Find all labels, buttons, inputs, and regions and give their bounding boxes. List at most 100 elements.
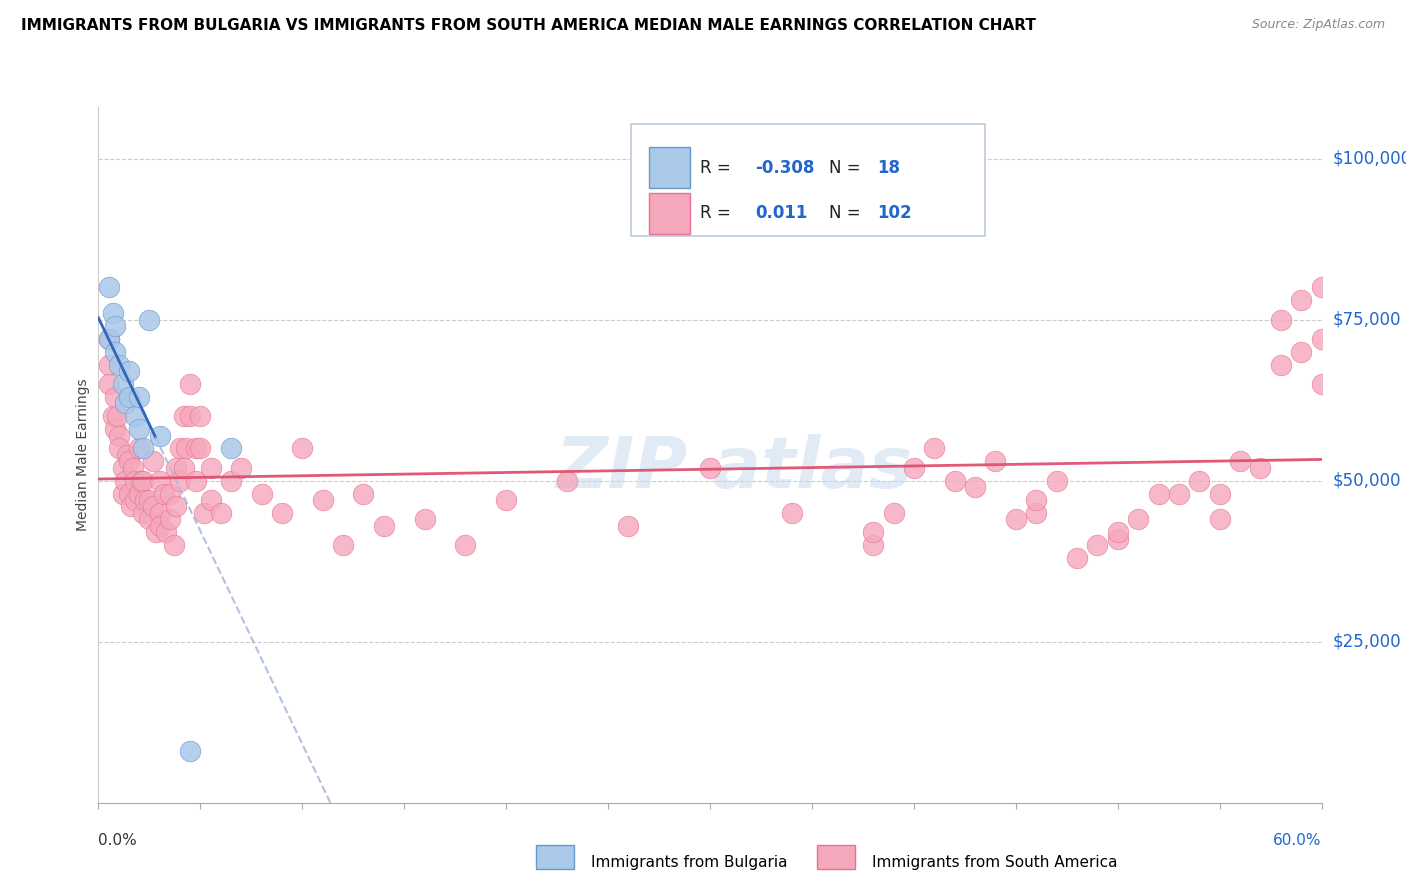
Point xyxy=(108,428,131,442)
Point xyxy=(1107,525,1129,540)
Text: Source: ZipAtlas.com: Source: ZipAtlas.com xyxy=(1251,18,1385,31)
Point xyxy=(124,493,146,508)
Point xyxy=(555,474,579,488)
Text: R =: R = xyxy=(700,159,737,177)
Point xyxy=(1025,506,1047,520)
Point xyxy=(108,442,131,456)
Point xyxy=(179,377,201,392)
Point xyxy=(617,518,640,533)
Point xyxy=(943,474,966,488)
Point xyxy=(250,486,273,500)
Point xyxy=(134,493,156,508)
Point xyxy=(1209,486,1232,500)
Point xyxy=(174,442,197,456)
Point xyxy=(132,442,155,456)
Text: N =: N = xyxy=(828,159,866,177)
Point xyxy=(179,744,201,758)
Point xyxy=(965,480,987,494)
Point xyxy=(200,460,222,475)
Point xyxy=(1188,474,1211,488)
Point xyxy=(1025,493,1047,508)
Text: N =: N = xyxy=(828,204,866,222)
Text: $25,000: $25,000 xyxy=(1333,632,1402,651)
Point xyxy=(1128,512,1150,526)
Point xyxy=(97,280,120,294)
Point xyxy=(1310,280,1333,294)
Point xyxy=(1167,486,1189,500)
Point xyxy=(97,332,120,346)
Point xyxy=(173,409,195,424)
FancyBboxPatch shape xyxy=(630,124,986,235)
Point xyxy=(1249,460,1271,475)
Text: ZIP atlas: ZIP atlas xyxy=(555,434,912,503)
Point xyxy=(149,428,172,442)
Point xyxy=(114,396,136,410)
Text: Immigrants from Bulgaria: Immigrants from Bulgaria xyxy=(591,855,787,870)
Text: 60.0%: 60.0% xyxy=(1274,833,1322,848)
Point xyxy=(111,460,134,475)
Point xyxy=(699,460,721,475)
Text: $100,000: $100,000 xyxy=(1333,150,1406,168)
Point xyxy=(862,525,884,540)
Point xyxy=(984,454,1007,468)
Text: Immigrants from South America: Immigrants from South America xyxy=(872,855,1118,870)
Point xyxy=(1270,312,1292,326)
Point xyxy=(149,474,172,488)
Point xyxy=(1310,332,1333,346)
Point xyxy=(883,506,905,520)
Point xyxy=(105,409,128,424)
Text: $50,000: $50,000 xyxy=(1333,472,1402,490)
Point xyxy=(138,512,160,526)
Point xyxy=(124,474,146,488)
Point xyxy=(152,486,174,500)
Point xyxy=(101,306,124,320)
Text: -0.308: -0.308 xyxy=(755,159,814,177)
Point xyxy=(149,518,172,533)
Point xyxy=(118,454,141,468)
Point xyxy=(97,358,120,372)
Point xyxy=(186,442,208,456)
Point xyxy=(312,493,335,508)
Point xyxy=(128,442,150,456)
Point xyxy=(124,409,146,424)
FancyBboxPatch shape xyxy=(817,845,855,869)
Text: 102: 102 xyxy=(877,204,912,222)
Point xyxy=(1107,532,1129,546)
Point xyxy=(1066,551,1088,566)
Point xyxy=(111,486,134,500)
Point xyxy=(332,538,354,552)
Point xyxy=(1291,293,1313,308)
Point xyxy=(903,460,925,475)
Point xyxy=(1229,454,1251,468)
Point xyxy=(780,506,803,520)
Point xyxy=(149,506,172,520)
Point xyxy=(188,409,212,424)
Point xyxy=(454,538,477,552)
Point xyxy=(142,454,165,468)
Point xyxy=(495,493,517,508)
Point xyxy=(219,474,242,488)
Point xyxy=(165,460,187,475)
Point xyxy=(104,422,127,436)
Point xyxy=(413,512,436,526)
Point xyxy=(219,442,242,456)
Text: 0.0%: 0.0% xyxy=(98,833,138,848)
Point xyxy=(1004,512,1026,526)
Point xyxy=(129,474,152,488)
Text: 0.011: 0.011 xyxy=(755,204,807,222)
Point xyxy=(97,332,120,346)
Point xyxy=(186,474,208,488)
Point xyxy=(101,409,124,424)
Point xyxy=(862,538,884,552)
Point xyxy=(115,448,138,462)
Point xyxy=(118,364,141,378)
Point xyxy=(128,486,150,500)
Point xyxy=(111,377,134,392)
Text: R =: R = xyxy=(700,204,737,222)
Point xyxy=(159,512,181,526)
Point xyxy=(138,312,160,326)
Point xyxy=(1270,358,1292,372)
Point xyxy=(1209,512,1232,526)
Point xyxy=(120,500,142,514)
Point xyxy=(1147,486,1170,500)
